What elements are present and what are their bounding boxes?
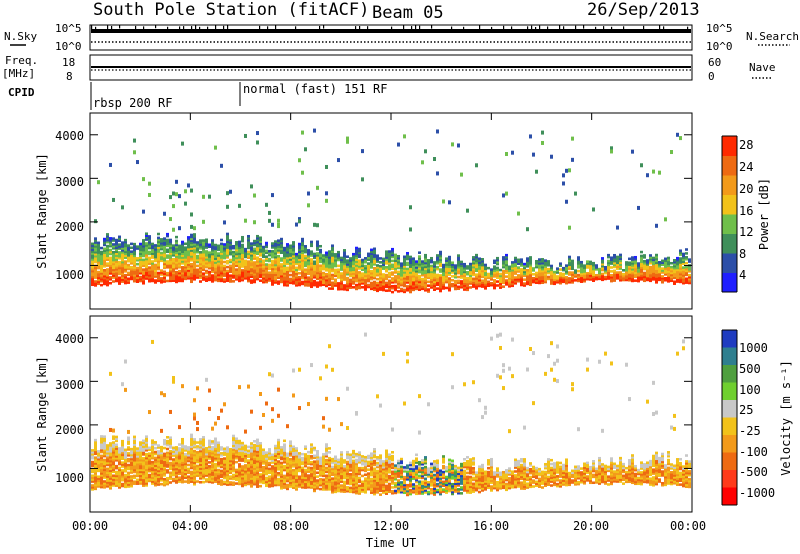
cpid-mode-rbsp: rbsp 200 RF [93,96,172,110]
nsearch-label: N.Search [746,30,799,43]
power-colorbar-block-1 [722,253,737,273]
velocity-panel: Slant Range [km] 1000 2000 3000 4000 Vel… [35,315,793,513]
vel-ytick-3000: 3000 [55,378,84,392]
velocity-colorbar-block-5 [722,417,737,436]
power-colorbar-block-4 [722,194,737,215]
vel-cbar-tick-1000: 1000 [739,341,768,355]
velocity-colorbar-block-8 [722,470,737,488]
xaxis-label: Time UT [366,536,417,550]
velocity-colorbar-block-9 [722,487,737,506]
power-cbar-tick-8: 8 [739,247,746,261]
nave-label: Nave [749,61,776,74]
vel-cbar-tick-neg100: -100 [739,445,768,459]
velocity-colorbar-block-0 [722,330,737,348]
vel-cbar-tick-100: 100 [739,383,761,397]
noise-tick-left-top: 10^5 [55,22,82,35]
power-colorbar-label: Power [dB] [757,178,771,250]
vel-ytick-4000: 4000 [55,332,84,346]
power-cbar-tick-20: 20 [739,182,753,196]
power-colorbar-block-3 [722,214,737,234]
nave-tick-top: 60 [708,56,721,69]
xtick-0000: 00:00 [72,519,108,533]
xtick-2000: 20:00 [573,519,609,533]
velocity-data [91,332,691,497]
power-cbar-tick-12: 12 [739,225,753,239]
power-ytick-4000: 4000 [55,129,84,143]
nsky-label: N.Sky [4,30,37,43]
xtick-2400: 00:00 [670,519,706,533]
power-colorbar-block-7 [722,136,737,156]
freq-panel: Freq. [MHz] Nave 18 8 60 0 [2,54,776,83]
nave-tick-bottom: 0 [708,70,715,83]
freq-unit-label: [MHz] [2,67,35,80]
vel-cbar-tick-neg500: -500 [739,465,768,479]
vel-cbar-tick-500: 500 [739,362,761,376]
noise-tick-right-bottom: 10^0 [706,40,733,53]
power-panel: Slant Range [km] 1000 2000 3000 4000 Pow… [35,112,771,310]
freq-tick-bottom: 8 [66,70,73,83]
power-ytick-3000: 3000 [55,175,84,189]
power-cbar-tick-4: 4 [739,268,746,282]
vel-ytick-2000: 2000 [55,423,84,437]
xtick-1200: 12:00 [373,519,409,533]
vel-cbar-tick-neg1000: -1000 [739,486,775,500]
velocity-colorbar-block-4 [722,400,737,418]
cpid-mode-normal: normal (fast) 151 RF [243,82,388,96]
vel-cbar-tick-25: 25 [739,403,753,417]
power-ylabel: Slant Range [km] [35,153,49,269]
cpid-row: CPID rbsp 200 RF normal (fast) 151 RF [8,82,388,110]
power-colorbar-block-6 [722,155,737,176]
nsky-trace [91,29,691,33]
power-colorbar [721,135,738,293]
velocity-colorbar-block-1 [722,347,737,366]
power-ytick-1000: 1000 [55,268,84,282]
noise-tick-right-top: 10^5 [706,22,733,35]
noise-panel: N.Sky N.Search 10^5 10^0 10^5 10^0 [4,22,799,53]
axis-tick-marks [89,113,693,512]
velocity-colorbar-block-7 [722,452,737,471]
power-cbar-tick-24: 24 [739,160,753,174]
power-colorbar-block-5 [722,175,737,195]
time-axis: 00:00 04:00 08:00 12:00 16:00 20:00 00:0… [72,519,706,550]
power-cbar-tick-16: 16 [739,204,753,218]
velocity-colorbar-block-6 [722,435,737,453]
beam-title: Beam 05 [372,3,444,23]
power-data [91,128,691,294]
date-title: 26/Sep/2013 [587,0,700,20]
vel-cbar-tick-neg25: -25 [739,424,761,438]
freq-tick-top: 18 [62,56,75,69]
cpid-label: CPID [8,86,35,99]
vel-ytick-1000: 1000 [55,471,84,485]
station-title: South Pole Station (fitACF) [93,0,369,20]
noise-tick-left-bottom: 10^0 [55,40,82,53]
velocity-ylabel: Slant Range [km] [35,356,49,472]
power-cbar-tick-28: 28 [739,138,753,152]
power-ytick-2000: 2000 [55,220,84,234]
velocity-colorbar-block-3 [722,382,737,401]
velocity-colorbar-label: Velocity [m s⁻¹] [779,360,793,476]
freq-label: Freq. [5,54,38,67]
xtick-0400: 04:00 [172,519,208,533]
xtick-1600: 16:00 [473,519,509,533]
velocity-colorbar-block-2 [722,365,737,383]
power-colorbar-block-2 [722,233,737,254]
xtick-0800: 08:00 [273,519,309,533]
power-colorbar-block-0 [722,272,737,293]
velocity-colorbar [721,329,738,506]
